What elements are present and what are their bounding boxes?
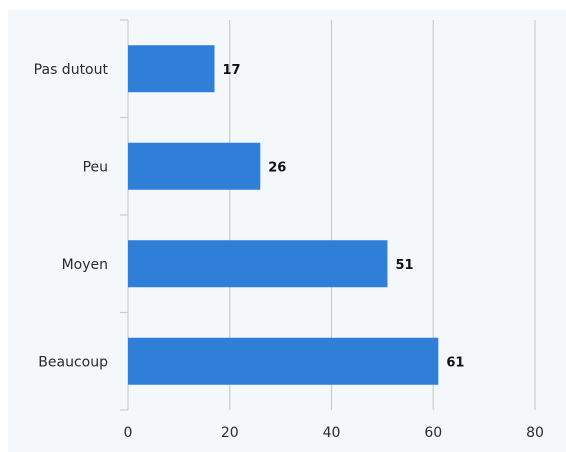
y-axis bbox=[120, 19, 129, 411]
bar bbox=[128, 45, 215, 93]
x-tick-label: 40 bbox=[323, 425, 341, 441]
category-label: Beaucoup bbox=[38, 354, 108, 370]
bars bbox=[128, 45, 439, 385]
data-label: 61 bbox=[446, 355, 464, 370]
x-tick-label: 0 bbox=[124, 425, 133, 441]
category-label: Peu bbox=[83, 159, 108, 175]
labels: 0 20 40 60 80 Pas dutout 17 Peu 26 Moyen 51 Beaucou… bbox=[34, 62, 544, 441]
bar bbox=[128, 240, 388, 288]
data-label: 51 bbox=[395, 258, 413, 273]
data-label: 26 bbox=[268, 160, 286, 175]
category-label: Moyen bbox=[62, 257, 108, 273]
x-tick-label: 20 bbox=[221, 425, 239, 441]
bar bbox=[128, 142, 261, 190]
data-label: 17 bbox=[222, 63, 240, 78]
category-label: Pas dutout bbox=[34, 62, 109, 78]
bar bbox=[128, 337, 439, 385]
x-tick-label: 80 bbox=[526, 425, 544, 441]
x-tick-label: 60 bbox=[424, 425, 442, 441]
